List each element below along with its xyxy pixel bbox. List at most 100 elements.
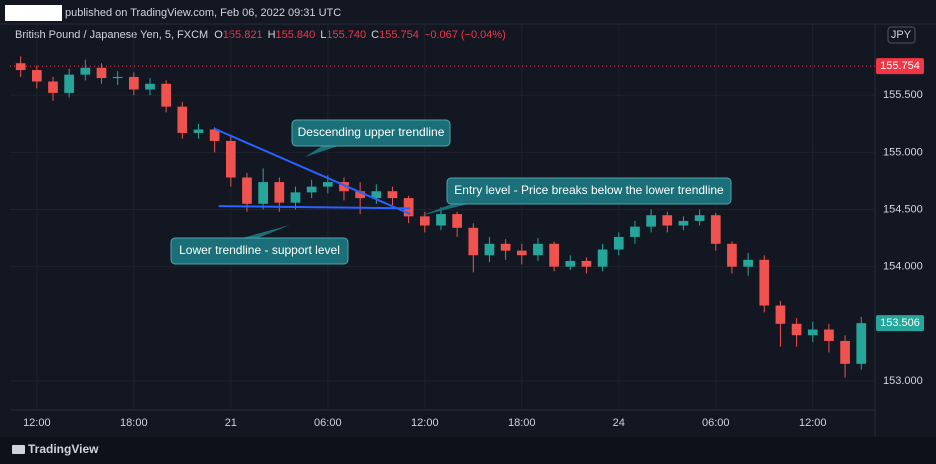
y-tick-label: 153.000: [883, 375, 923, 387]
price-label: 155.754: [880, 60, 920, 72]
y-tick-label: 155.000: [883, 146, 923, 158]
candle-body: [15, 63, 26, 71]
candle-body: [500, 243, 511, 251]
callout-tail: [420, 204, 468, 216]
callout-box: [446, 177, 732, 205]
currency-label: JPY: [891, 29, 912, 41]
candle-body: [209, 129, 220, 141]
candle-body: [791, 323, 802, 336]
candle-body: [387, 191, 398, 199]
last-price-label: 153.506: [880, 317, 920, 329]
candle-body: [177, 106, 188, 133]
x-tick-label: 12:00: [799, 417, 827, 429]
candle-body: [743, 259, 753, 267]
trendline: [218, 205, 411, 210]
x-tick-label: 18:00: [508, 417, 536, 429]
axes: 12:00 18:00 21 06:00 12:00 18:00 24 06:00 12:00 1…: [23, 26, 924, 429]
x-tick-label: 24: [613, 417, 625, 429]
candle-body: [710, 215, 721, 244]
candle-body: [516, 250, 527, 256]
candle-body: [840, 340, 850, 364]
x-tick-label: 21: [225, 417, 237, 429]
price-label-bg: [876, 58, 924, 75]
candle-body: [759, 259, 770, 306]
callout-tail: [242, 225, 290, 238]
callout-text: Descending upper trendline: [298, 125, 445, 139]
callout-text: Lower trendline - support level: [179, 243, 340, 257]
candle-body: [727, 243, 737, 267]
candle-body: [355, 191, 365, 199]
candle-body: [403, 198, 414, 217]
published-text: published on TradingView.com, Feb 06, 20…: [65, 7, 341, 19]
candle-body: [225, 140, 236, 178]
candle-body: [419, 216, 430, 226]
candle-body: [306, 186, 317, 193]
candle-body: [161, 83, 172, 107]
last-price-bg: [876, 315, 924, 332]
ohlc-value: 155.821: [223, 29, 263, 41]
candle-body: [549, 243, 559, 267]
candle-body: [31, 70, 42, 82]
x-tick-label: 06:00: [314, 417, 342, 429]
candle-body: [339, 182, 349, 192]
candle-body: [565, 260, 576, 267]
change: −0.067 (−0.04%): [424, 29, 506, 41]
ohlc-value: 155.840: [276, 29, 316, 41]
ohlc-value: 155.740: [326, 29, 366, 41]
candle-body: [597, 249, 608, 267]
ohlc-key: C: [371, 29, 379, 41]
candle-body: [290, 192, 301, 203]
candle-body: [274, 182, 285, 203]
legend: British Pound / Japanese Yen, 5, FXCM O 15…: [15, 29, 506, 41]
callout-box: [291, 119, 451, 147]
callout-text: Entry level - Price breaks below the low…: [454, 183, 724, 197]
x-tick-label: 12:00: [411, 417, 439, 429]
candle-body: [662, 215, 673, 226]
candle-body: [258, 182, 268, 204]
y-tick-label: 154.000: [883, 261, 923, 273]
ohlc-key: H: [268, 29, 276, 41]
callout-box: [170, 237, 349, 265]
candle-body: [371, 191, 382, 199]
x-tick-label: 12:00: [23, 417, 51, 429]
symbol: British Pound / Japanese Yen, 5, FXCM: [15, 29, 208, 41]
candle-body: [533, 243, 543, 256]
candle-body: [112, 76, 123, 79]
candle-body: [145, 83, 155, 90]
candle-body: [242, 177, 252, 204]
candle-body: [193, 129, 204, 133]
candle-body: [775, 305, 786, 324]
candle-body: [807, 329, 818, 336]
candle-body: [694, 215, 705, 221]
ohlc-key: O: [214, 29, 223, 41]
y-tick-label: 154.500: [883, 203, 923, 215]
candle-body: [452, 214, 462, 228]
x-tick-label: 18:00: [120, 417, 148, 429]
footer-brand: TradingView: [28, 442, 99, 456]
candle-body: [678, 220, 689, 226]
y-tick-label: 155.500: [883, 89, 923, 101]
candle-body: [824, 329, 834, 341]
trendline: [213, 127, 411, 216]
candle-body: [581, 260, 592, 267]
candle-body: [48, 81, 58, 93]
redaction-box: [5, 5, 62, 21]
candle-body: [80, 67, 91, 75]
candle-body: [646, 215, 656, 227]
candle-body: [856, 323, 867, 364]
callout-tail: [305, 146, 338, 157]
ohlc-key: L: [320, 29, 326, 41]
candle-body: [436, 214, 446, 226]
footer-bar: [0, 437, 936, 464]
candle-body: [468, 227, 479, 256]
candle-body: [64, 74, 75, 93]
annotations: Descending upper trendline Entry level - …: [170, 119, 732, 265]
logo-icon: [12, 445, 25, 454]
x-tick-label: 06:00: [702, 417, 730, 429]
ohlc-value: 155.754: [379, 29, 419, 41]
candle-body: [128, 76, 139, 90]
plot: [10, 56, 875, 378]
candle-body: [630, 226, 640, 237]
